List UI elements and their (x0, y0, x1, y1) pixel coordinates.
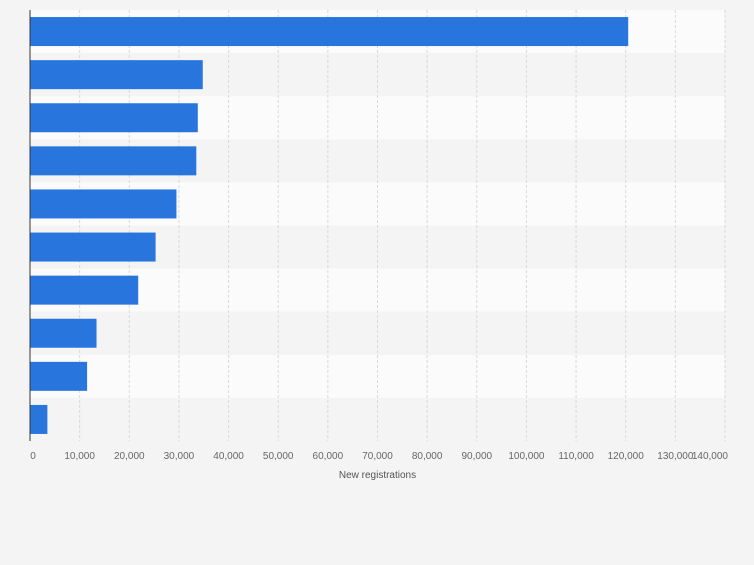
x-tick-label: 90,000 (461, 451, 492, 462)
bar[interactable] (30, 17, 629, 47)
row-band (30, 397, 725, 441)
x-tick-label: 50,000 (263, 451, 294, 462)
bars (30, 17, 629, 434)
x-tick-label: 100,000 (508, 451, 545, 462)
x-tick-label: 10,000 (64, 451, 95, 462)
bar[interactable] (30, 275, 139, 305)
bar[interactable] (30, 146, 197, 176)
x-tick-label: 120,000 (608, 451, 645, 462)
bar[interactable] (30, 60, 203, 90)
x-tick-label: 30,000 (164, 451, 195, 462)
x-tick-label: 130,000 (657, 451, 694, 462)
bar[interactable] (30, 189, 177, 219)
bar[interactable] (30, 361, 88, 391)
x-tick-label: 110,000 (558, 451, 594, 462)
x-tick-label: 40,000 (213, 451, 244, 462)
x-axis-title: New registrations (339, 470, 416, 481)
bar[interactable] (30, 103, 198, 133)
x-tick-label: 140,000 (692, 451, 729, 462)
x-tick-label: 60,000 (313, 451, 344, 462)
x-tick-label: 80,000 (412, 451, 443, 462)
x-tick-label: 0 (30, 451, 36, 462)
x-tick-labels: 0 10,000 20,000 30,000 40,000 50,000 60,000 70,… (30, 451, 728, 462)
x-tick-label: 70,000 (362, 451, 393, 462)
x-tick-label: 20,000 (114, 451, 145, 462)
bar[interactable] (30, 318, 97, 348)
row-band (30, 311, 725, 355)
bar[interactable] (30, 404, 48, 434)
bar[interactable] (30, 232, 156, 262)
